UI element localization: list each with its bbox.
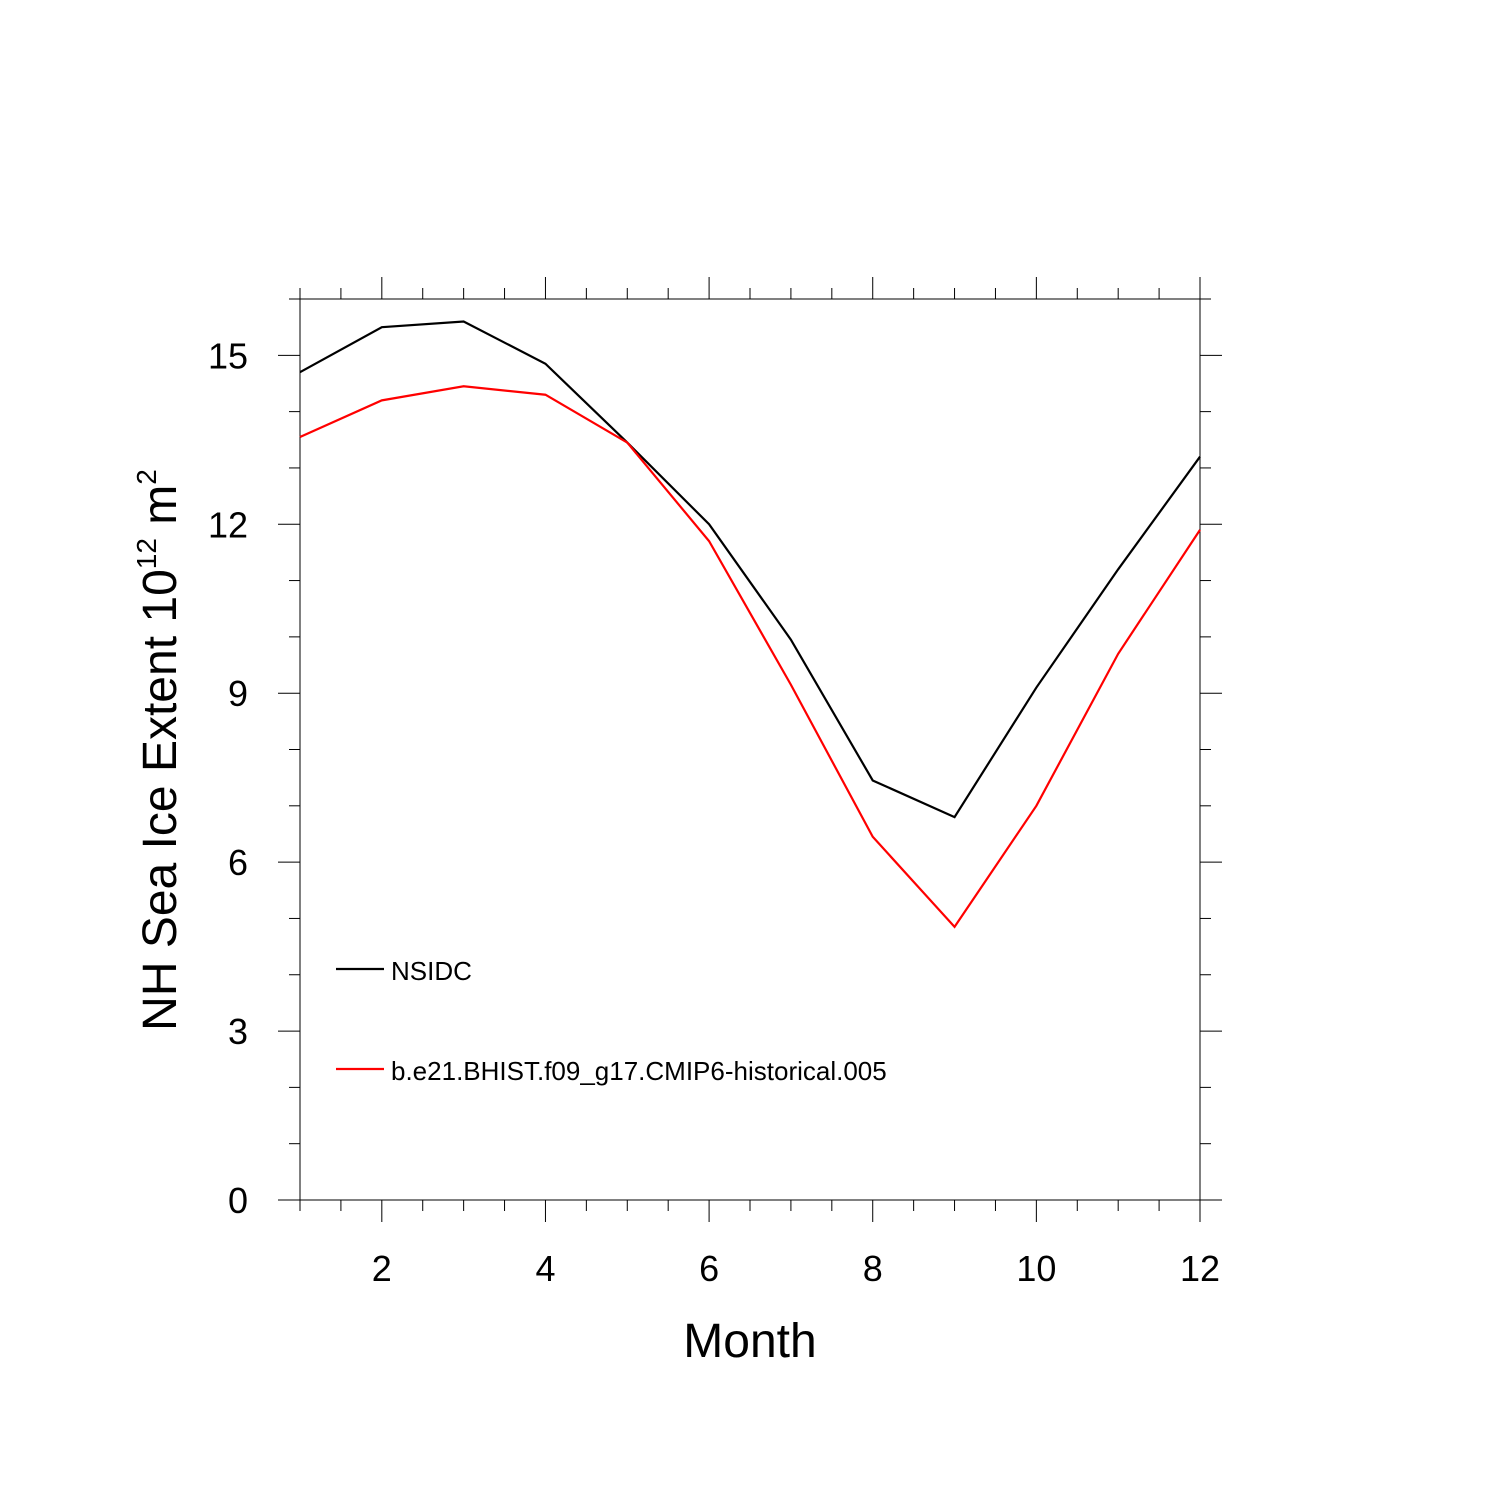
x-tick-label: 10 bbox=[1016, 1248, 1056, 1289]
series-line-1 bbox=[299, 320, 1201, 819]
y-tick-label: 0 bbox=[228, 1180, 248, 1221]
y-axis-title-exponent: 12 bbox=[131, 538, 162, 569]
legend-label: NSIDC bbox=[391, 956, 472, 986]
x-tick-label: 12 bbox=[1180, 1248, 1220, 1289]
y-tick-label: 12 bbox=[208, 504, 248, 545]
y-tick-label: 9 bbox=[228, 673, 248, 714]
series-line-2 bbox=[299, 385, 1201, 929]
y-tick-label: 3 bbox=[228, 1011, 248, 1052]
legend-label: b.e21.BHIST.f09_g17.CMIP6-historical.005 bbox=[391, 1056, 887, 1086]
x-axis-title: Month bbox=[683, 1315, 816, 1368]
y-tick-label: 15 bbox=[208, 335, 248, 376]
y-tick-label: 6 bbox=[228, 842, 248, 883]
x-tick-label: 4 bbox=[535, 1248, 555, 1289]
x-tick-label: 6 bbox=[699, 1248, 719, 1289]
y-axis-title: NH Sea Ice Extent 1012 m2 bbox=[131, 469, 187, 1031]
y-axis-title-unit: m bbox=[134, 485, 187, 538]
x-tick-label: 8 bbox=[863, 1248, 883, 1289]
y-axis-title-unit-exponent: 2 bbox=[131, 469, 162, 485]
y-axis-title-text: NH Sea Ice Extent 10 bbox=[134, 569, 187, 1031]
x-tick-label: 2 bbox=[372, 1248, 392, 1289]
